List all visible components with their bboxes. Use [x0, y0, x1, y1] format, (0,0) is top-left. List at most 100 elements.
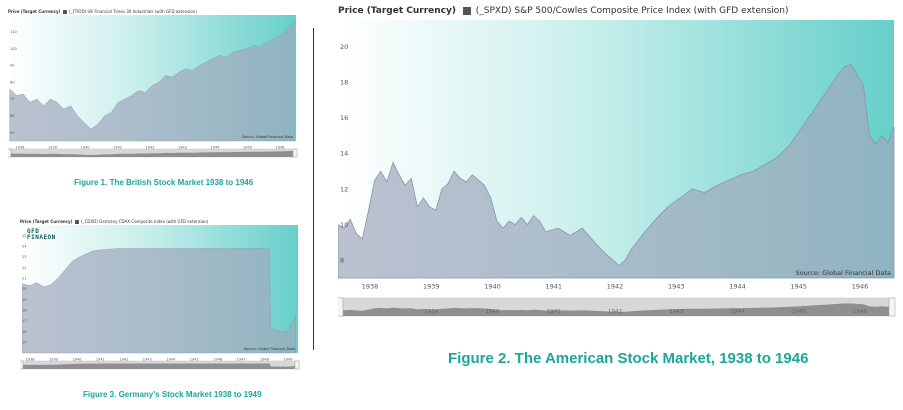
de-x-tick-label: 1939 [49, 358, 58, 362]
us-x-tick-label: 1942 [607, 283, 624, 291]
uk-x-tick-label: 1942 [146, 146, 155, 150]
vertical-divider [313, 28, 314, 350]
us-y-tick-label: 18 [340, 79, 348, 87]
us-navigator-handle-left [338, 297, 344, 317]
us-figure-caption: Figure 2. The American Stock Market, 193… [448, 350, 809, 367]
uk-navigator-series [8, 150, 296, 157]
uk-navigator-handle-left [8, 148, 12, 158]
us-navigator-series [338, 303, 894, 316]
de-y-tick-label: 23 [22, 255, 26, 259]
us-navigator-tick-label: 1943 [669, 309, 684, 315]
de-x-tick-label: 1949 [284, 358, 293, 362]
us-header-label: Price (Target Currency) [338, 6, 456, 16]
de-y-tick-label: 20 [22, 287, 26, 291]
uk-chart: 110 100 90 80 70 60 50 Source: Global Financial… [8, 15, 298, 158]
uk-y-tick-label: 50 [10, 131, 14, 135]
logo-text: GFD FINAEON [27, 228, 56, 241]
uk-x-tick-label: 1945 [243, 146, 252, 150]
de-y-tick-label: 21 [22, 277, 26, 281]
uk-source-label: Source: Global Financial Data [242, 135, 293, 139]
uk-series-code: (_FTIOD) UK Financial Times 30 Industria… [69, 9, 197, 14]
us-x-tick-label: 1940 [484, 283, 501, 291]
uk-figure-caption: Figure 1. The British Stock Market 1938 … [74, 178, 254, 187]
de-source-label: Source: Global Financial Data [244, 347, 295, 351]
us-y-tick-label: 12 [340, 185, 348, 193]
uk-chart-header: Price (Target Currency) (_FTIOD) UK Fina… [8, 9, 197, 14]
de-y-tick-label: 17 [22, 319, 26, 323]
de-x-tick-label: 1940 [72, 358, 81, 362]
germany-series-code: (_CDXD) Germany CDAX Composite Index (wi… [81, 219, 209, 224]
uk-x-tick-label: 1946 [276, 146, 285, 150]
germany-chart-panel: Price (Target Currency) (_CDXD) Germany … [20, 219, 300, 374]
uk-x-tick-label: 1939 [48, 146, 57, 150]
us-navigator-tick-label: 1945 [792, 309, 807, 315]
germany-chart: 25 24 23 22 21 20 19 18 17 16 15 Source: Global Fin… [20, 225, 300, 370]
uk-x-tick-label: 1938 [16, 146, 25, 150]
de-series-area [22, 248, 296, 354]
de-y-tick-label: 25 [22, 234, 26, 238]
us-source-label: Source: Global Financial Data [796, 269, 891, 277]
uk-y-tick-label: 90 [10, 64, 14, 68]
uk-navigator-handle-right [292, 148, 298, 158]
uk-y-tick-label: 100 [10, 47, 17, 51]
us-x-tick-label: 1943 [668, 283, 685, 291]
us-x-tick-label: 1944 [729, 283, 746, 291]
us-x-tick-label: 1938 [362, 283, 379, 291]
us-x-tick-label: 1941 [545, 283, 562, 291]
de-y-tick-label: 18 [22, 309, 26, 313]
us-y-tick-label: 8 [340, 256, 344, 264]
de-navigator-handle-right [294, 360, 300, 370]
de-y-tick-label: 22 [22, 266, 26, 270]
us-navigator-tick-label: 1939 [424, 309, 439, 315]
us-navigator-tick-label: 1940 [485, 309, 500, 315]
us-chart: 20 18 16 14 12 10 8 Source: Global Financial Da… [338, 20, 896, 317]
uk-x-tick-label: 1940 [81, 146, 90, 150]
de-navigator-series [20, 363, 298, 369]
us-y-tick-label: 16 [340, 114, 348, 122]
germany-legend-swatch [74, 220, 79, 224]
us-y-tick-label: 20 [340, 43, 348, 51]
uk-y-tick-label: 70 [10, 97, 14, 101]
us-chart-header: Price (Target Currency) (_SPXD) S&P 500/… [338, 6, 788, 16]
germany-chart-header: Price (Target Currency) (_CDXD) Germany … [20, 219, 208, 224]
uk-y-tick-label: 110 [10, 30, 17, 34]
us-navigator-tick-label: 1941 [547, 309, 561, 315]
de-y-tick-label: 16 [22, 330, 26, 334]
uk-x-tick-label: 1943 [178, 146, 187, 150]
us-navigator-tick-label: 1942 [608, 309, 622, 315]
de-x-tick-label: 1948 [260, 358, 269, 362]
us-x-tick-label: 1945 [790, 283, 807, 291]
de-x-tick-label: 1944 [166, 358, 176, 362]
uk-x-tick-label: 1941 [113, 146, 122, 150]
us-series-area [338, 64, 895, 279]
us-x-tick-label: 1939 [423, 283, 440, 291]
us-x-tick-label: 1946 [852, 283, 869, 291]
gfd-finaeon-logo: GFD FINAEON [27, 229, 59, 241]
de-navigator-handle-left [20, 360, 24, 370]
de-x-tick-label: 1947 [237, 358, 246, 362]
us-legend-swatch [462, 6, 471, 15]
uk-y-tick-label: 60 [10, 114, 14, 118]
de-x-tick-label: 1943 [143, 358, 152, 362]
us-series-code: (_SPXD) S&P 500/Cowles Composite Price I… [475, 6, 789, 16]
us-navigator-tick-label: 1944 [730, 309, 745, 315]
de-x-tick-label: 1946 [213, 358, 222, 362]
de-y-tick-label: 15 [22, 341, 26, 345]
de-x-tick-label: 1942 [119, 358, 128, 362]
de-x-tick-label: 1941 [96, 358, 105, 362]
germany-header-label: Price (Target Currency) [20, 219, 73, 224]
uk-y-tick-label: 80 [10, 80, 14, 84]
de-y-tick-label: 19 [22, 298, 26, 302]
germany-figure-caption: Figure 3. Germany's Stock Market 1938 to… [83, 390, 262, 399]
us-chart-panel: Price (Target Currency) (_SPXD) S&P 500/… [338, 6, 898, 318]
de-y-tick-label: 24 [22, 245, 27, 249]
us-y-tick-label: 10 [340, 221, 348, 229]
uk-chart-panel: Price (Target Currency) (_FTIOD) UK Fina… [8, 9, 298, 164]
us-navigator-handle-right [888, 297, 896, 317]
us-navigator-tick-label: 1946 [853, 309, 868, 315]
uk-series-area [9, 21, 295, 142]
uk-x-tick-label: 1944 [211, 146, 221, 150]
de-x-tick-label: 1945 [190, 358, 199, 362]
uk-header-label: Price (Target Currency) [8, 9, 61, 14]
us-y-tick-label: 14 [340, 150, 348, 158]
